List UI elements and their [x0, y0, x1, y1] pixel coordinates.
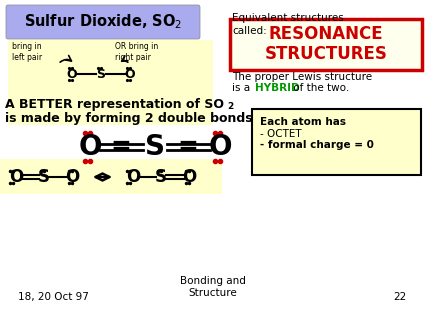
Text: - OCTET: - OCTET — [259, 129, 301, 139]
Text: O: O — [126, 168, 140, 186]
FancyBboxPatch shape — [6, 5, 199, 39]
Text: - formal charge = 0: - formal charge = 0 — [259, 140, 373, 150]
Text: Bonding and
Structure: Bonding and Structure — [180, 276, 245, 298]
Text: is a: is a — [231, 83, 253, 93]
Text: of the two.: of the two. — [289, 83, 348, 93]
Text: S: S — [96, 68, 105, 81]
Text: bring in
left pair: bring in left pair — [12, 42, 42, 62]
Text: 22: 22 — [392, 292, 406, 302]
Bar — [0, 159, 222, 194]
Text: Sulfur Dioxide, SO$_2$: Sulfur Dioxide, SO$_2$ — [24, 13, 182, 31]
Text: O: O — [9, 168, 23, 186]
Text: A BETTER representation of SO: A BETTER representation of SO — [5, 98, 224, 111]
Text: O: O — [208, 133, 231, 161]
Text: S: S — [38, 168, 50, 186]
Text: S: S — [155, 168, 167, 186]
Text: =: = — [177, 135, 198, 159]
Text: The proper Lewis structure: The proper Lewis structure — [231, 72, 371, 82]
Text: 2: 2 — [227, 102, 233, 111]
Text: OR bring in
right pair: OR bring in right pair — [115, 42, 158, 62]
Text: RESONANCE
STRUCTURES: RESONANCE STRUCTURES — [264, 25, 386, 63]
Text: O: O — [181, 168, 196, 186]
Text: =: = — [110, 135, 131, 159]
FancyBboxPatch shape — [230, 19, 421, 70]
Text: HYBRID: HYBRID — [254, 83, 299, 93]
Text: 18, 20 Oct 97: 18, 20 Oct 97 — [18, 292, 89, 302]
Text: O: O — [66, 68, 77, 81]
Text: O: O — [124, 68, 135, 81]
Text: is made by forming 2 double bonds: is made by forming 2 double bonds — [5, 112, 252, 125]
Text: S: S — [145, 133, 164, 161]
Text: Equivalent structures
called:: Equivalent structures called: — [231, 13, 343, 36]
Bar — [8, 40, 213, 125]
Text: O: O — [65, 168, 79, 186]
Text: O: O — [78, 133, 101, 161]
Text: Each atom has: Each atom has — [259, 117, 345, 127]
FancyBboxPatch shape — [251, 109, 420, 175]
